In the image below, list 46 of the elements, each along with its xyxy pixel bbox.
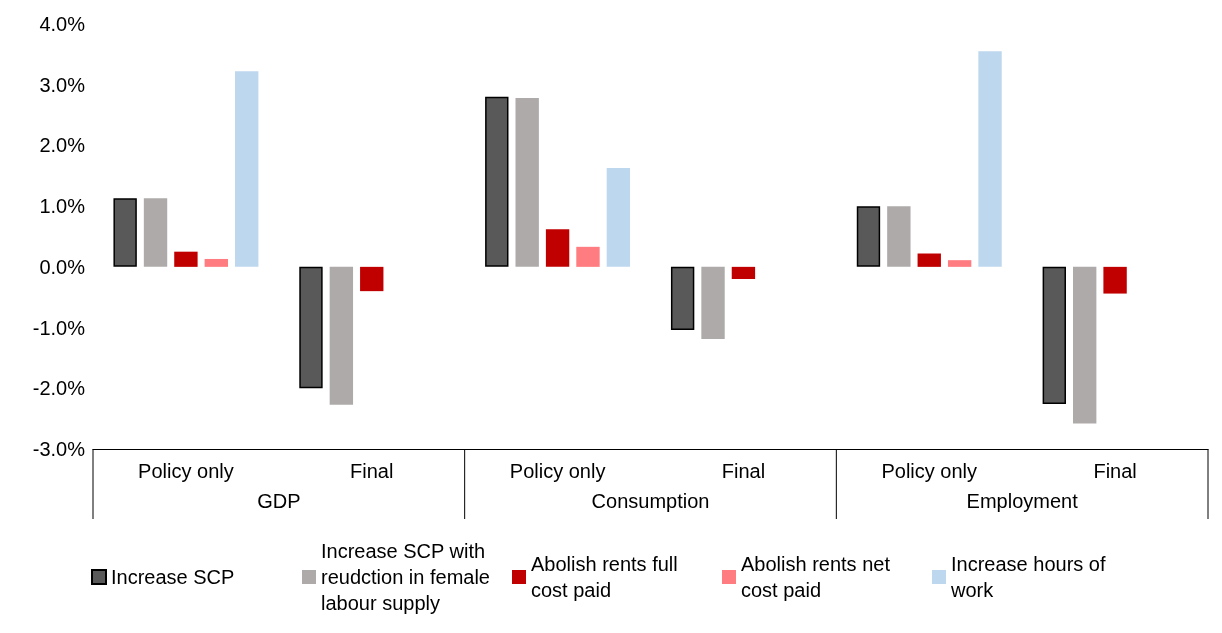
y-tick-label: -1.0% — [32, 316, 86, 339]
y-tick-label: 0.0% — [39, 255, 86, 278]
legend-label: Increase SCP with reudction in female labour supply — [321, 540, 496, 614]
bar — [887, 206, 911, 267]
legend-label: Abolish rents net cost paid — [741, 553, 896, 601]
legend-label: Increase SCP — [111, 566, 235, 588]
bar — [576, 246, 600, 267]
x-tick-label: Final — [350, 460, 394, 482]
bar — [1042, 266, 1066, 405]
text: Consumption — [591, 490, 710, 512]
legend-label: Abolish rents full cost paid — [531, 553, 684, 601]
y-tick-label: -3.0% — [32, 438, 86, 460]
x-tick-label: Policy only — [509, 460, 606, 482]
bar — [606, 167, 631, 267]
bar — [670, 266, 695, 330]
x-tick-label: Final — [721, 460, 766, 482]
bar — [174, 251, 198, 267]
bar — [299, 266, 323, 389]
bar — [701, 266, 725, 340]
bar — [978, 51, 1002, 267]
bar — [1103, 266, 1127, 294]
bar — [113, 198, 137, 267]
text: Employment — [966, 490, 1079, 512]
bar — [1073, 266, 1097, 424]
y-tick-label: 3.0% — [39, 73, 86, 96]
bar — [917, 253, 941, 267]
bar — [329, 266, 354, 405]
y-tick-label: 4.0% — [39, 13, 86, 35]
y-tick-label: 1.0% — [39, 195, 86, 218]
bar — [143, 198, 168, 267]
bar — [204, 258, 228, 267]
x-tick-label: Policy only — [881, 460, 978, 482]
bar — [856, 206, 881, 267]
x-tick-label: Final — [1093, 460, 1137, 482]
bar — [731, 266, 756, 279]
y-tick-label: -2.0% — [32, 377, 86, 400]
text: GDP — [257, 490, 301, 512]
x-tick-label: Policy only — [138, 460, 234, 482]
bar — [235, 71, 259, 267]
bar — [360, 266, 384, 292]
bar — [947, 260, 972, 267]
y-tick-label: 2.0% — [39, 134, 86, 157]
bar — [485, 96, 509, 267]
bar — [515, 98, 539, 267]
bar — [545, 229, 570, 267]
legend-label: Increase hours of work — [950, 553, 1112, 601]
